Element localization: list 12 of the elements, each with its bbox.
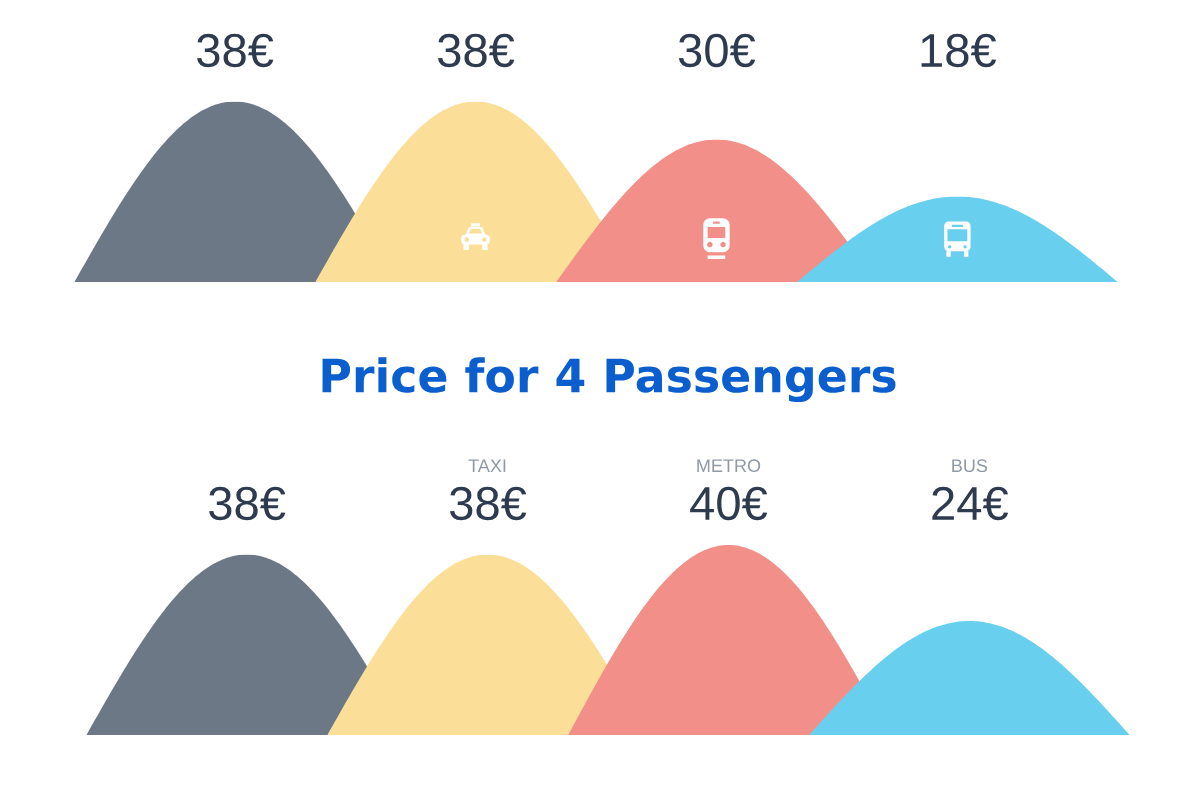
category-label: BUS — [952, 459, 988, 473]
category-label: METRO — [697, 459, 761, 473]
category-label: TAXI — [468, 459, 506, 472]
data-label: 40€ — [690, 486, 768, 521]
data-label: 38€ — [197, 33, 274, 68]
data-label: 30€ — [678, 33, 756, 68]
data-label: 38€ — [437, 33, 515, 68]
data-label: 18€ — [921, 33, 997, 68]
chart-title: Price for 4 Passengers — [322, 357, 896, 403]
data-label: 38€ — [449, 486, 527, 521]
data-label: 24€ — [932, 486, 1009, 521]
data-label: 38€ — [209, 486, 286, 521]
